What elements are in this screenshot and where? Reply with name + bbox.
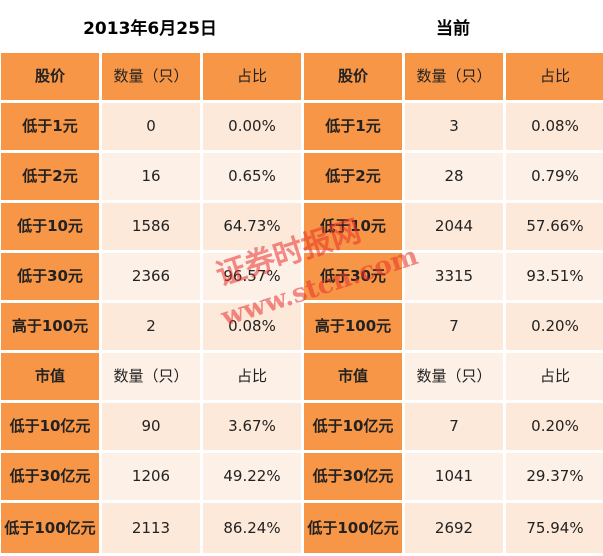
ratio-cell: 57.66% — [506, 203, 603, 250]
left-title: 2013年6月25日 — [83, 19, 217, 39]
header-count: 数量（只） — [102, 53, 200, 100]
ratio-cell: 75.94% — [506, 503, 603, 553]
ratio-cell: 29.37% — [506, 453, 603, 500]
row-label: 低于30元 — [304, 253, 402, 300]
row-label: 低于30亿元 — [304, 453, 402, 500]
right-title: 当前 — [436, 19, 470, 39]
header-price: 股价 — [1, 53, 99, 100]
header-cap: 市值 — [1, 353, 99, 400]
ratio-cell: 96.57% — [203, 253, 301, 300]
ratio-cell: 3.67% — [203, 403, 301, 450]
count-cell: 7 — [405, 303, 503, 350]
row-label: 低于10元 — [1, 203, 99, 250]
row-label: 高于100元 — [1, 303, 99, 350]
row-label: 低于10亿元 — [1, 403, 99, 450]
count-cell: 2692 — [405, 503, 503, 553]
ratio-cell: 0.65% — [203, 153, 301, 200]
table-row: 低于30亿元 1206 49.22% 低于30亿元 1041 29.37% — [1, 453, 603, 500]
table-row: 高于100元 2 0.08% 高于100元 7 0.20% — [1, 303, 603, 350]
header-count: 数量（只） — [405, 53, 503, 100]
count-cell: 90 — [102, 403, 200, 450]
count-cell: 1206 — [102, 453, 200, 500]
ratio-cell: 64.73% — [203, 203, 301, 250]
ratio-cell: 86.24% — [203, 503, 301, 553]
row-label: 低于1元 — [1, 103, 99, 150]
header-count: 数量（只） — [405, 353, 503, 400]
count-cell: 16 — [102, 153, 200, 200]
count-cell: 3315 — [405, 253, 503, 300]
count-cell: 2 — [102, 303, 200, 350]
comparison-table: 股价 数量（只） 占比 股价 数量（只） 占比 低于1元 0 0.00% 低于1… — [0, 50, 603, 556]
count-cell: 2113 — [102, 503, 200, 553]
count-cell: 1041 — [405, 453, 503, 500]
ratio-cell: 0.08% — [203, 303, 301, 350]
ratio-cell: 49.22% — [203, 453, 301, 500]
header-count: 数量（只） — [102, 353, 200, 400]
row-label: 低于10元 — [304, 203, 402, 250]
ratio-cell: 0.79% — [506, 153, 603, 200]
count-cell: 3 — [405, 103, 503, 150]
titles-bar: 2013年6月25日 当前 — [0, 0, 603, 50]
header-ratio: 占比 — [203, 353, 301, 400]
row-label: 低于2元 — [1, 153, 99, 200]
row-label: 低于10亿元 — [304, 403, 402, 450]
table-row: 低于10亿元 90 3.67% 低于10亿元 7 0.20% — [1, 403, 603, 450]
ratio-cell: 0.00% — [203, 103, 301, 150]
row-label: 低于100亿元 — [304, 503, 402, 553]
count-cell: 0 — [102, 103, 200, 150]
table-row: 低于30元 2366 96.57% 低于30元 3315 93.51% — [1, 253, 603, 300]
ratio-cell: 93.51% — [506, 253, 603, 300]
row-label: 低于2元 — [304, 153, 402, 200]
count-cell: 2366 — [102, 253, 200, 300]
price-header-row: 股价 数量（只） 占比 股价 数量（只） 占比 — [1, 53, 603, 100]
row-label: 低于100亿元 — [1, 503, 99, 553]
row-label: 低于30亿元 — [1, 453, 99, 500]
count-cell: 1586 — [102, 203, 200, 250]
table-row: 低于1元 0 0.00% 低于1元 3 0.08% — [1, 103, 603, 150]
header-ratio: 占比 — [506, 53, 603, 100]
table-row: 低于10元 1586 64.73% 低于10元 2044 57.66% — [1, 203, 603, 250]
ratio-cell: 0.08% — [506, 103, 603, 150]
header-ratio: 占比 — [506, 353, 603, 400]
header-ratio: 占比 — [203, 53, 301, 100]
cap-header-row: 市值 数量（只） 占比 市值 数量（只） 占比 — [1, 353, 603, 400]
count-cell: 28 — [405, 153, 503, 200]
count-cell: 2044 — [405, 203, 503, 250]
header-price: 股价 — [304, 53, 402, 100]
count-cell: 7 — [405, 403, 503, 450]
ratio-cell: 0.20% — [506, 403, 603, 450]
table-row: 低于100亿元 2113 86.24% 低于100亿元 2692 75.94% — [1, 503, 603, 553]
row-label: 低于1元 — [304, 103, 402, 150]
table-row: 低于2元 16 0.65% 低于2元 28 0.79% — [1, 153, 603, 200]
ratio-cell: 0.20% — [506, 303, 603, 350]
row-label: 高于100元 — [304, 303, 402, 350]
row-label: 低于30元 — [1, 253, 99, 300]
header-cap: 市值 — [304, 353, 402, 400]
